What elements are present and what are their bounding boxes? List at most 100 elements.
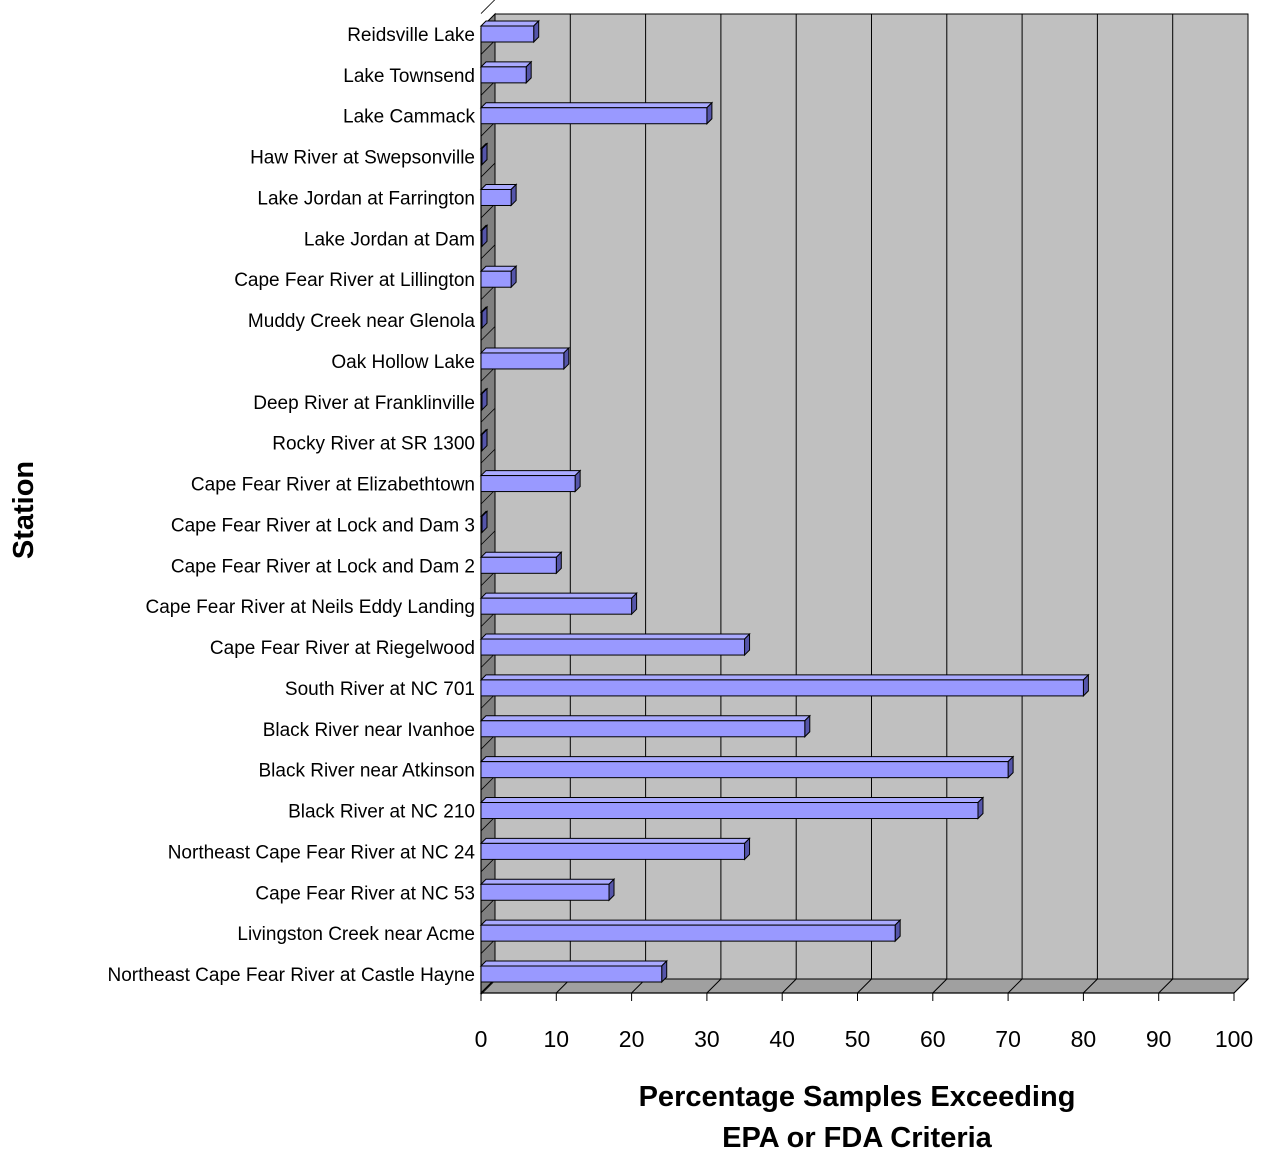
x-tick-label: 20 — [619, 1026, 645, 1052]
floor-gridline — [1233, 978, 1249, 994]
x-tick-label: 50 — [845, 1026, 871, 1052]
x-tick-label: 0 — [475, 1026, 488, 1052]
category-label: Lake Townsend — [343, 66, 475, 87]
y-tick-mark — [480, 162, 496, 178]
y-tick-mark — [480, 0, 496, 14]
bar-top — [479, 592, 638, 599]
category-label: Lake Jordan at Dam — [304, 229, 475, 250]
bar — [479, 714, 811, 738]
bar — [479, 918, 902, 943]
y-tick-mark — [480, 489, 496, 505]
bar — [479, 101, 714, 125]
y-tick-mark — [480, 653, 496, 668]
bar-face — [480, 434, 483, 452]
bar-top — [479, 960, 668, 967]
bar-face — [480, 188, 512, 206]
category-label: Lake Cammack — [343, 107, 475, 128]
bar — [479, 60, 533, 85]
x-tick-label: 40 — [769, 1026, 795, 1052]
bar-face — [480, 842, 746, 860]
category-label: Reidsville Lake — [347, 25, 475, 46]
y-tick-mark — [480, 734, 496, 750]
bar — [479, 632, 751, 657]
category-label: Cape Fear River at NC 53 — [255, 883, 475, 904]
x-tick-label: 80 — [1071, 1026, 1097, 1052]
bar-top — [479, 20, 540, 27]
bar-face — [480, 393, 483, 411]
y-tick-mark — [480, 694, 496, 709]
bar-face — [480, 638, 746, 656]
category-label: Cape Fear River at Neils Eddy Landing — [145, 597, 475, 618]
category-label: Deep River at Franklinville — [253, 393, 475, 414]
floor-gridline — [857, 978, 872, 994]
bar — [479, 673, 1090, 698]
floor-gridline — [1007, 978, 1023, 994]
category-label: Black River near Ivanhoe — [263, 720, 475, 741]
bar-top — [479, 715, 811, 722]
bar-face — [480, 475, 576, 493]
bar-top — [479, 61, 533, 68]
category-label: Black River at NC 210 — [288, 802, 475, 823]
bar-face — [480, 883, 610, 901]
bar-face — [480, 965, 663, 983]
y-tick-mark — [480, 121, 496, 137]
y-tick-mark — [480, 367, 496, 382]
bar-top — [479, 183, 518, 190]
category-label: Cape Fear River at Lillington — [234, 270, 475, 291]
y-tick-mark — [480, 571, 496, 587]
bar-top — [479, 551, 563, 558]
floor-gridline — [1158, 978, 1174, 994]
bar-top — [479, 756, 1015, 763]
category-labels: Reidsville Lake Lake Townsend Lake Cammack… — [108, 25, 476, 986]
bar — [479, 837, 751, 861]
y-tick-mark — [480, 326, 496, 341]
category-label: Livingston Creek near Acme — [237, 924, 475, 945]
y-tick-mark — [480, 40, 496, 55]
y-tick-mark — [480, 980, 496, 995]
category-label: Haw River at Swepsonville — [250, 148, 475, 169]
bar-face — [480, 66, 527, 84]
category-label: Cape Fear River at Lock and Dam 3 — [171, 515, 475, 536]
bar-top — [479, 674, 1090, 681]
category-label: Northeast Cape Fear River at NC 24 — [168, 842, 476, 863]
bar-face — [480, 270, 512, 288]
x-tick-labels: 0 10 20 30 40 50 60 70 80 90 100 — [475, 1026, 1254, 1052]
category-label: Muddy Creek near Glenola — [248, 311, 475, 332]
bar — [479, 346, 571, 371]
bar-top — [479, 797, 985, 804]
floor-gridline — [932, 978, 948, 994]
bar — [479, 959, 668, 984]
bar — [479, 265, 518, 289]
y-tick-mark — [480, 898, 496, 913]
category-label: Oak Hollow Lake — [331, 352, 475, 373]
bar-face — [480, 107, 708, 125]
bar-face — [480, 25, 535, 43]
y-tick-mark — [480, 939, 496, 954]
bar-face — [480, 802, 979, 820]
bar-face — [480, 720, 806, 738]
bar-face — [480, 311, 483, 329]
bar-face — [480, 229, 483, 247]
bar-top — [479, 837, 751, 844]
x-tick-label: 90 — [1146, 1026, 1172, 1052]
bar-face — [480, 556, 557, 574]
bar — [479, 510, 489, 534]
bar — [479, 551, 563, 575]
category-label: Cape Fear River at Riegelwood — [210, 638, 475, 659]
x-tick-label: 100 — [1215, 1026, 1253, 1052]
x-tick-label: 70 — [995, 1026, 1021, 1052]
y-tick-mark — [480, 857, 496, 873]
y-tick-mark — [480, 816, 496, 832]
bar-top — [479, 878, 616, 885]
y-tick-mark — [480, 530, 496, 546]
floor-gridline — [1083, 978, 1098, 994]
bar — [479, 796, 985, 820]
category-label: Cape Fear River at Elizabethtown — [191, 475, 475, 496]
y-axis-title: Station — [8, 461, 40, 559]
bar — [479, 755, 1015, 779]
x-tick-label: 10 — [544, 1026, 570, 1052]
floor-gridline — [781, 978, 797, 994]
bars — [479, 19, 1090, 984]
bar-face — [480, 679, 1084, 697]
bar-top — [479, 633, 751, 640]
